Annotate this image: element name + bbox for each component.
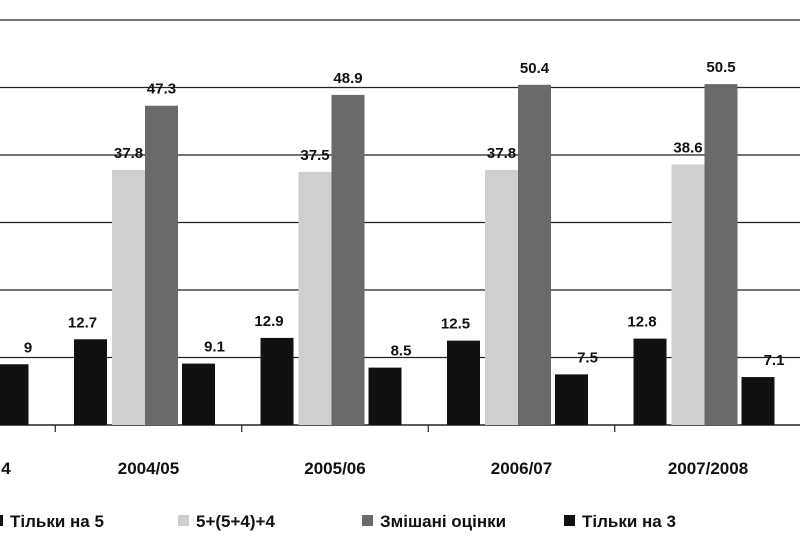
bar-2-2007-2008 bbox=[671, 164, 705, 425]
value-label: 9.1 bbox=[204, 339, 225, 356]
value-label: 50.5 bbox=[706, 59, 735, 76]
value-label: 7.5 bbox=[577, 349, 598, 366]
bar-1-2006-07 bbox=[447, 340, 480, 425]
legend-label: Змішані оцінки bbox=[380, 512, 506, 531]
bar-3-2004-05 bbox=[145, 105, 178, 425]
legend-label: Тільки на 5 bbox=[10, 512, 104, 531]
value-label: 12.8 bbox=[627, 314, 656, 331]
value-label: 37.5 bbox=[300, 147, 329, 164]
bar-3-2006-07 bbox=[518, 84, 551, 426]
bars bbox=[0, 84, 775, 426]
bar-1-2005-06 bbox=[260, 337, 294, 425]
bar-4-2006-07 bbox=[555, 374, 588, 425]
bar-1-2007-2008 bbox=[633, 338, 667, 425]
bar-1-2004-05 bbox=[74, 339, 107, 425]
bar-3-2005-06 bbox=[331, 94, 365, 426]
value-label: 12.5 bbox=[441, 316, 470, 333]
value-label: 8.5 bbox=[391, 343, 412, 360]
legend-swatch bbox=[178, 515, 189, 526]
value-label: 12.7 bbox=[68, 314, 97, 331]
legend-swatch bbox=[362, 515, 373, 526]
value-label: 48.9 bbox=[333, 70, 362, 87]
bar-2-2004-05 bbox=[112, 169, 145, 425]
value-label: 50.4 bbox=[520, 60, 550, 77]
value-labels: 9 12.7 37.8 47.3 9.1 12.9 37.5 48.9 8.5 12.5 37.8 5… bbox=[24, 59, 785, 369]
value-label: 7.1 bbox=[764, 352, 785, 369]
value-label: 37.8 bbox=[487, 145, 516, 162]
legend-label: Тільки на 3 bbox=[582, 512, 676, 531]
value-label: 37.8 bbox=[114, 145, 143, 162]
category-label: 2004/05 bbox=[118, 459, 179, 478]
category-label: 2005/06 bbox=[304, 459, 365, 478]
bar-4-2003-04 bbox=[0, 364, 29, 425]
legend-swatch bbox=[0, 515, 3, 526]
bar-2-2005-06 bbox=[298, 171, 332, 425]
bar-3-2007-2008 bbox=[704, 84, 738, 425]
legend-label: 5+(5+4)+4 bbox=[196, 512, 275, 531]
bar-2-2006-07 bbox=[485, 169, 518, 425]
category-labels: 4 2004/05 2005/06 2006/07 2007/2008 bbox=[1, 459, 748, 478]
category-label: 2007/2008 bbox=[668, 459, 748, 478]
bar-4-2004-05 bbox=[182, 363, 215, 425]
value-label: 12.9 bbox=[254, 313, 283, 330]
value-label: 9 bbox=[24, 339, 32, 356]
category-label: 2006/07 bbox=[491, 459, 552, 478]
category-label: 4 bbox=[1, 459, 11, 478]
bar-4-2005-06 bbox=[368, 367, 402, 425]
legend: Тільки на 5 5+(5+4)+4 Змішані оцінки Тільки… bbox=[0, 512, 676, 531]
value-label: 47.3 bbox=[147, 81, 176, 98]
bar-4-2007-2008 bbox=[741, 377, 775, 425]
legend-swatch bbox=[564, 515, 575, 526]
x-axis-ticks bbox=[54, 425, 616, 432]
value-label: 38.6 bbox=[673, 139, 702, 156]
